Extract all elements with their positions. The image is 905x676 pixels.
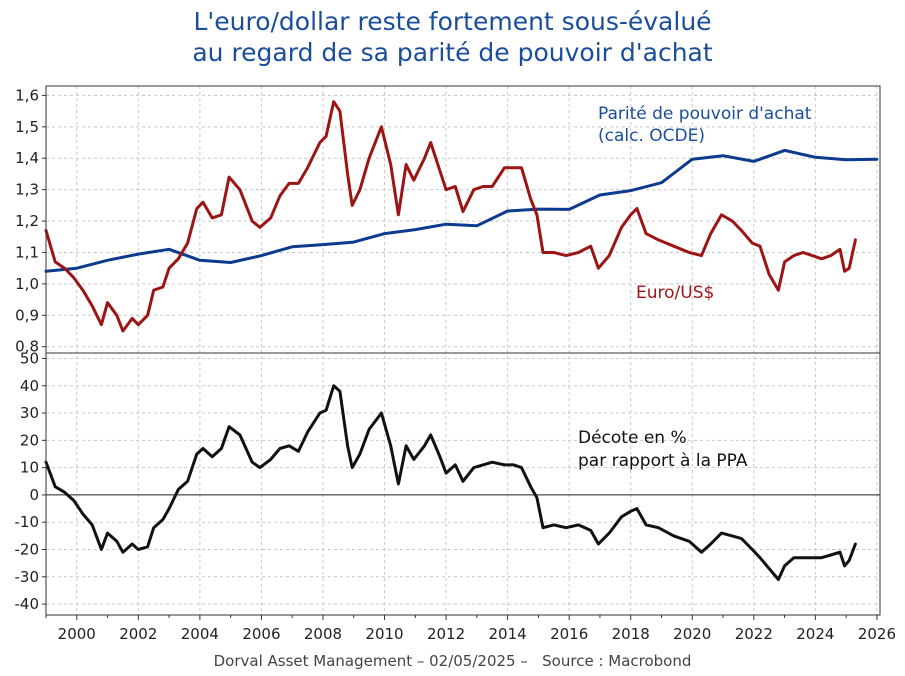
x-tick-label: 2016	[550, 625, 588, 643]
euro-usd-line	[44, 100, 857, 333]
x-tick-label: 2020	[673, 625, 711, 643]
x-tick-label: 2018	[612, 625, 650, 643]
x-tick-label: 2012	[427, 625, 465, 643]
x-tick-label: 2006	[242, 625, 280, 643]
y-tick-label: 0	[29, 486, 39, 504]
euro-legend-label: Euro/US$	[636, 283, 714, 303]
y-tick-label: 50	[20, 349, 39, 367]
y-tick-label: 40	[20, 377, 39, 395]
x-tick-label: 2024	[796, 625, 834, 643]
y-tick-label: 1,4	[15, 149, 39, 167]
x-tick-label: 2022	[735, 625, 773, 643]
grid-lines	[46, 86, 880, 615]
x-tick-label: 2004	[181, 625, 219, 643]
y-tick-label: 1,3	[15, 181, 39, 199]
title-line-2: au regard de sa parité de pouvoir d'acha…	[192, 38, 713, 67]
ppp-legend-label-line1: Parité de pouvoir d'achat	[598, 104, 812, 124]
x-tick-label: 2014	[489, 625, 527, 643]
ppp-line	[44, 148, 879, 273]
ppp-legend-label-line2: (calc. OCDE)	[598, 126, 705, 146]
panel-frame	[45, 85, 881, 354]
y-tick-label: 1,0	[15, 275, 39, 293]
gap-legend-label-line2: par rapport à la PPA	[578, 451, 748, 471]
y-tick-label: 1,5	[15, 118, 39, 136]
y-tick-label: 0,9	[15, 306, 39, 324]
y-tick-label: 1,2	[15, 212, 39, 230]
y-tick-label: 1,1	[15, 243, 39, 261]
title-line-1: L'euro/dollar reste fortement sous-évalu…	[193, 7, 712, 36]
axes: 2000 2002 2004 2006 2008 2010 2012 2014 2016 2018…	[15, 85, 896, 643]
y-tick-label: -30	[15, 568, 40, 586]
y-tick-label: -20	[15, 541, 40, 559]
y-tick-label: 30	[20, 404, 39, 422]
y-tick-label: 20	[20, 431, 39, 449]
series-lines	[44, 100, 879, 581]
gap-legend-label-line1: Décote en %	[578, 428, 687, 448]
x-tick-label: 2008	[304, 625, 342, 643]
annotations: Parité de pouvoir d'achat (calc. OCDE) E…	[578, 104, 812, 471]
discount-line	[44, 384, 857, 581]
y-tick-label: 1,6	[15, 86, 39, 104]
panel-frame	[45, 352, 881, 616]
y-tick-label: -10	[15, 513, 40, 531]
footer-source: Dorval Asset Management – 02/05/2025 – S…	[213, 652, 692, 670]
chart-title: L'euro/dollar reste fortement sous-évalu…	[0, 6, 905, 68]
x-tick-label: 2010	[365, 625, 403, 643]
x-tick-label: 2000	[58, 625, 96, 643]
y-tick-label: 10	[20, 459, 39, 477]
x-tick-label: 2002	[119, 625, 157, 643]
y-tick-label: -40	[15, 595, 40, 613]
y-tick-label: 0,8	[15, 338, 39, 356]
x-tick-label: 2026	[858, 625, 896, 643]
